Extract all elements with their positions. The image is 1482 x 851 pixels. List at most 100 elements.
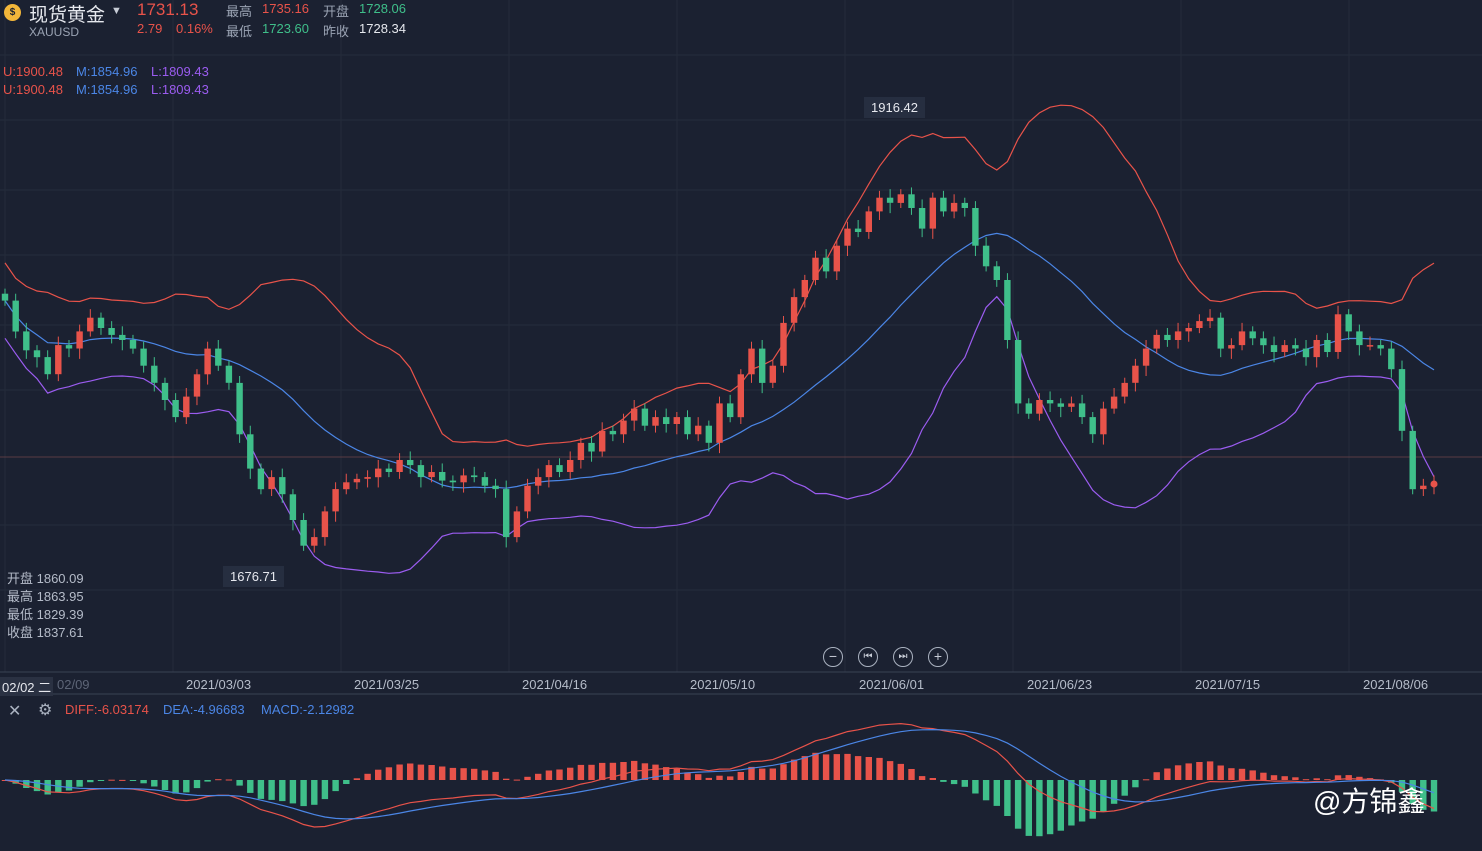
macd-histogram-bar (1068, 780, 1075, 826)
boll-upper-1: U:1900.48 (3, 64, 63, 79)
macd-histogram-bar (780, 764, 787, 780)
macd-histogram-bar (1110, 780, 1118, 804)
candle-body (620, 420, 627, 435)
macd-histogram-bar (1228, 768, 1235, 780)
ohlc-low: 最低 1829.39 (7, 607, 84, 622)
x-axis-tick-faded: 02/09 (57, 677, 90, 692)
macd-histogram-bar (695, 774, 702, 780)
macd-histogram-bar (609, 762, 617, 780)
candle-body (183, 396, 190, 418)
macd-histogram-bar (247, 780, 254, 793)
scroll-to-start-button[interactable]: ⏮ (858, 647, 878, 667)
instrument-title[interactable]: 现货黄金 (29, 5, 106, 26)
zoom-out-button[interactable]: − (823, 647, 843, 667)
candle-body (854, 228, 862, 232)
macd-histogram-bar (993, 780, 1000, 806)
ohlc-high: 最高 1863.95 (7, 589, 84, 604)
close-indicator-icon[interactable]: ✕ (8, 703, 22, 720)
macd-histogram-bar (1409, 780, 1416, 804)
macd-histogram-bar (1025, 780, 1032, 836)
macd-histogram-bar (396, 764, 403, 780)
candle-body (1100, 408, 1107, 435)
candle-body (588, 442, 595, 452)
chevron-down-icon[interactable]: ▼ (111, 5, 122, 17)
macd-histogram-bar (748, 766, 755, 780)
macd-histogram-bar (577, 764, 585, 780)
macd-histogram-bar (65, 780, 73, 791)
candle-body (1409, 430, 1416, 490)
candle-body (1036, 400, 1043, 414)
candle-body (1281, 345, 1288, 352)
candle-body (545, 465, 553, 478)
ohlc-close: 收盘 1837.61 (7, 625, 84, 640)
candle-body (716, 403, 723, 443)
candle-body (87, 317, 94, 332)
macd-histogram-bar (1185, 763, 1192, 780)
candle-body (353, 478, 361, 483)
low-value: 1723.60 (262, 21, 309, 36)
macd-histogram-bar (140, 780, 147, 784)
candle-body (748, 348, 755, 375)
candle-body (535, 477, 542, 486)
macd-histogram-bar (183, 780, 190, 793)
macd-value-label: MACD:-2.12982 (261, 702, 355, 717)
x-axis-tick: 2021/08/06 (1363, 677, 1429, 692)
candle-body (865, 211, 872, 232)
candle-body (663, 417, 670, 424)
macd-histogram-bar (897, 763, 904, 780)
candle-body (23, 331, 30, 351)
macd-histogram-bar (1260, 772, 1267, 780)
candle-body (375, 468, 382, 478)
candle-body (1324, 340, 1331, 352)
candle-body (737, 374, 744, 418)
macd-histogram-bar (886, 761, 894, 780)
candle-body (908, 194, 915, 208)
macd-histogram-bar (1398, 780, 1406, 792)
macd-histogram-bar (449, 767, 457, 780)
macd-diff-line (4, 722, 1435, 828)
candle-body (161, 382, 169, 400)
macd-histogram-bar (268, 780, 275, 800)
candle-body (524, 485, 531, 512)
macd-histogram-bar (1121, 780, 1128, 796)
macd-histogram-bar (1430, 780, 1438, 812)
macd-histogram-bar (1046, 780, 1054, 835)
macd-histogram-bar (193, 780, 201, 789)
macd-histogram-bar (257, 780, 265, 799)
candle-body (695, 425, 702, 435)
macd-histogram-bar (300, 780, 307, 807)
candle-body (215, 348, 222, 366)
candle-body (417, 465, 425, 478)
candle-body (1153, 334, 1160, 349)
candle-body (1089, 417, 1096, 435)
candle-body (1366, 345, 1374, 347)
macd-histogram-bar (385, 767, 393, 780)
settings-icon[interactable]: ⚙ (38, 702, 53, 719)
candle-body (780, 322, 787, 366)
candle-body (471, 475, 478, 478)
scroll-to-end-button[interactable]: ⏭ (893, 647, 913, 667)
candle-body (513, 511, 521, 538)
open-label: 开盘 (323, 4, 350, 19)
candle-body (929, 197, 936, 229)
candle-body (1260, 338, 1267, 346)
macd-histogram-bar (567, 767, 574, 780)
macd-histogram-bar (556, 769, 563, 780)
macd-histogram-bar (737, 772, 744, 780)
boll-mid-1: M:1854.96 (76, 64, 138, 79)
candle-body (129, 340, 137, 349)
macd-histogram-bar (1174, 765, 1182, 780)
candle-body (631, 408, 638, 421)
macd-histogram-bar (311, 780, 318, 805)
candle-body (844, 228, 851, 246)
zoom-in-button[interactable]: + (928, 647, 948, 667)
macd-histogram-bar (407, 763, 414, 780)
macd-histogram-bar (1164, 768, 1171, 780)
macd-histogram-bar (97, 780, 105, 781)
candle-body (972, 208, 979, 246)
macd-histogram-bar (705, 777, 712, 780)
candle-body (364, 477, 371, 479)
candle-body (1228, 345, 1235, 349)
candle-body (257, 468, 265, 490)
